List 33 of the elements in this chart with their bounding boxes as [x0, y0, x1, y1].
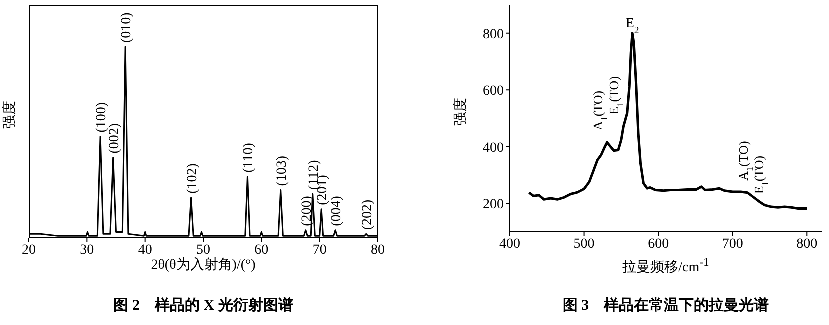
y-tick-label: 200	[483, 198, 504, 213]
annotation: (110)	[242, 142, 257, 173]
annotation: E$_{2}$	[626, 16, 640, 36]
annotation: (100)	[94, 102, 110, 133]
x-tick-label: 80	[371, 242, 385, 258]
annotation: (202)	[360, 200, 376, 230]
y-axis-title: 强度	[452, 98, 470, 126]
line-series	[528, 32, 808, 210]
x-tick-label: 600	[648, 236, 670, 252]
annotation: (002)	[107, 123, 122, 154]
x-tick-label: 30	[80, 242, 94, 258]
x-tick-label: 800	[796, 236, 818, 252]
annotation: (010)	[120, 12, 135, 44]
annotation: (103)	[274, 156, 290, 186]
x-tick-label: 20	[22, 242, 36, 258]
caption: 图 2 样品的 X 光衍射图谱	[112, 296, 294, 315]
x-tick-label: 70	[312, 242, 327, 258]
annotation: (004)	[330, 196, 345, 226]
x-axis-title: 2θ(θ为入射角)/(°)	[150, 256, 257, 274]
annotation: (102)	[185, 163, 200, 194]
x-tick-label: 500	[574, 236, 595, 252]
x-tick-label: 700	[722, 236, 744, 252]
y-tick-label: 600	[483, 84, 504, 100]
y-tick-label: 400	[483, 140, 504, 156]
x-tick-label: 400	[500, 236, 520, 252]
x-tick-label: 40	[138, 242, 152, 258]
annotation: (200)	[300, 196, 315, 226]
caption: 图 3 样品在常温下的拉曼光谱	[562, 296, 770, 315]
y-axis-title: 强度	[1, 100, 19, 128]
x-tick-label: 50	[196, 242, 210, 258]
x-tick-label: 60	[254, 242, 269, 258]
y-tick-label: 800	[483, 27, 504, 42]
x-axis-title: 拉曼频移/cm$^{-1}$	[622, 256, 710, 277]
